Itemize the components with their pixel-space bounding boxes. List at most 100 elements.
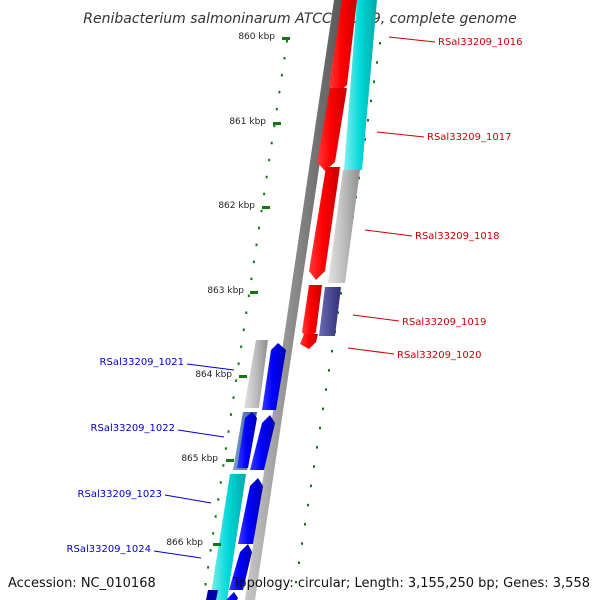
kbp-label-864: 864 kbp (195, 370, 232, 380)
gene-arrow-1025 (226, 592, 238, 600)
ruler-dot-left (278, 90, 281, 94)
ruler-dot-left (242, 328, 245, 331)
ruler-dot-right (337, 311, 339, 314)
leader-line-1021 (186, 363, 235, 371)
ruler-dot-left (258, 226, 260, 230)
gene-arrow-1024 (229, 544, 252, 590)
ruler-dot-left (212, 532, 215, 535)
ruler-dot-right (316, 446, 318, 449)
ruler-dot-left (209, 549, 212, 552)
gene-label-1018[interactable]: RSal33209_1018 (415, 231, 499, 242)
gene-band-gray (328, 170, 360, 283)
leader-line-1019 (352, 314, 400, 322)
kbp-ruler: 860 kbp 861 kbp 862 kbp 863 kbp 864 kbp … (166, 32, 290, 548)
ruler-dot-right (364, 138, 366, 141)
kbp-label-865: 865 kbp (181, 454, 218, 464)
kbp-label-863: 863 kbp (207, 286, 244, 296)
reverse-gene-labels: RSal33209_1021 RSal33209_1022 RSal33209_… (67, 357, 235, 559)
ruler-dot-right (373, 80, 375, 83)
ruler-dot-right (310, 484, 312, 488)
kbp-tick-864 (239, 375, 247, 378)
ruler-dot-right (370, 99, 372, 103)
ruler-dot-left (252, 260, 255, 264)
gene-label-1024[interactable]: RSal33209_1024 (67, 544, 151, 555)
kbp-label-866: 866 kbp (166, 538, 203, 548)
reverse-gene-arrows (206, 343, 286, 600)
kbp-label-861: 861 kbp (229, 117, 266, 127)
ruler-dot-right (322, 407, 324, 411)
ruler-dot-left (237, 362, 240, 365)
gene-arrow-1017 (317, 88, 347, 171)
ruler-dot-right (304, 523, 306, 526)
gene-arrow-1021 (262, 343, 286, 410)
ruler-dot-left (219, 481, 222, 484)
forward-gene-labels: RSal33209_1016 RSal33209_1017 RSal33209_… (347, 36, 522, 361)
ruler-dot-right (325, 388, 327, 391)
ruler-dot-left (222, 464, 225, 467)
kbp-tick-866 (213, 543, 221, 546)
ruler-dot-left (204, 583, 207, 586)
ruler-dot-right (358, 176, 360, 180)
ruler-dot-left (280, 73, 283, 77)
leader-line-1018 (364, 229, 413, 237)
ruler-dot-left (283, 57, 286, 60)
ruler-dot-right (301, 542, 303, 545)
gene-arrow-1019 (302, 285, 322, 340)
ruler-dot-right (340, 292, 342, 295)
gene-band-cyan-1023 (210, 474, 246, 600)
gene-arrow-1023 (238, 478, 263, 544)
ruler-dot-right (307, 503, 309, 507)
accession-text: Accession: NC_010168 (8, 576, 156, 591)
ruler-dot-right (319, 426, 321, 430)
ruler-dot-left (273, 124, 276, 128)
gene-band-cyan (344, 0, 377, 170)
gene-label-1023[interactable]: RSal33209_1023 (78, 489, 162, 500)
gene-arrow-1018 (309, 167, 340, 280)
gene-label-1022[interactable]: RSal33209_1022 (91, 423, 175, 434)
ruler-dot-right (295, 580, 297, 584)
gene-band-navy (319, 287, 341, 336)
gene-label-1019[interactable]: RSal33209_1019 (402, 317, 486, 328)
ruler-dot-left (224, 447, 227, 450)
map-title: Renibacterium salmoninarum ATCC 33209, c… (83, 11, 516, 27)
ruler-dot-left (247, 294, 250, 297)
ruler-dot-left (217, 498, 220, 501)
gene-label-1017[interactable]: RSal33209_1017 (427, 132, 511, 143)
ruler-dot-right (367, 119, 369, 122)
ruler-dot-left (265, 175, 268, 179)
ruler-dot-right (328, 369, 330, 372)
gene-arrow-1016 (329, 0, 357, 94)
ruler-dot-left (275, 107, 278, 111)
ruler-dot-right (376, 61, 378, 64)
ruler-dot-left (227, 430, 230, 433)
gene-arrow-1022b (237, 412, 257, 468)
gene-label-1016[interactable]: RSal33209_1016 (438, 37, 522, 48)
ruler-dot-left (250, 277, 253, 281)
leader-line-1020 (347, 347, 395, 355)
leader-line-1022 (177, 429, 225, 438)
kbp-label-860: 860 kbp (238, 32, 275, 42)
forward-gene-arrows (300, 0, 357, 349)
kbp-tick-860 (282, 37, 290, 40)
gene-label-1021[interactable]: RSal33209_1021 (100, 357, 184, 368)
kbp-tick-862 (262, 206, 270, 209)
ruler-dot-left (230, 413, 232, 416)
gene-arrow-1020 (300, 334, 318, 349)
ruler-dot-left (245, 311, 248, 314)
forward-gene-track (319, 0, 377, 336)
gene-label-1020[interactable]: RSal33209_1020 (397, 350, 481, 361)
ruler-dot-right (379, 42, 381, 45)
ruler-dot-right (313, 465, 315, 468)
ruler-dot-left (263, 192, 266, 196)
ruler-dot-left (235, 379, 238, 382)
leader-line-1024 (153, 550, 202, 559)
ruler-dot-left (214, 515, 217, 518)
leader-line-1017 (376, 131, 425, 138)
kbp-label-862: 862 kbp (218, 201, 255, 211)
ruler-dot-left (260, 209, 263, 213)
genome-stats-text: Topology: circular; Length: 3,155,250 bp… (232, 576, 590, 591)
ruler-dot-left (270, 141, 273, 145)
kbp-tick-863 (250, 291, 258, 294)
ruler-dot-left (286, 40, 288, 43)
